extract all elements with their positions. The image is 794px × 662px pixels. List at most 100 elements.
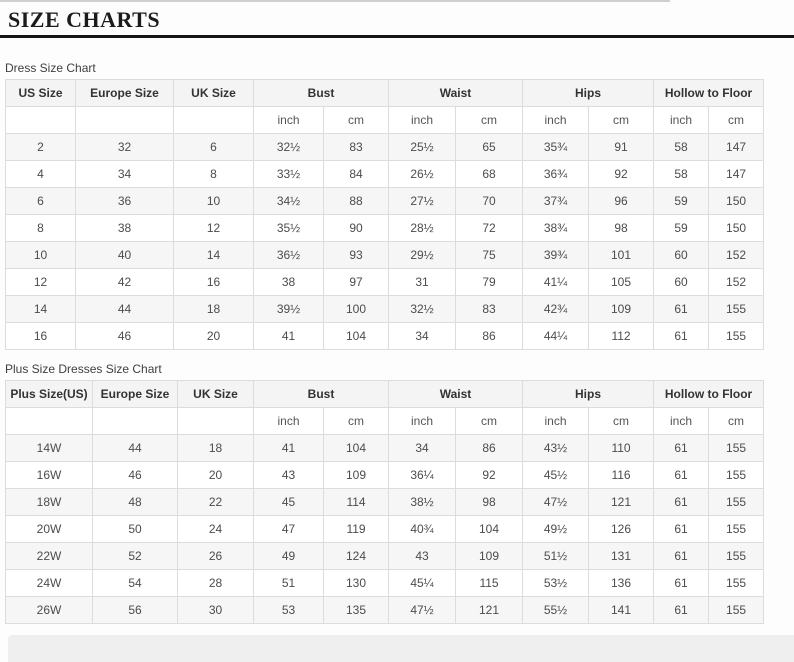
size-cell: 61: [653, 434, 710, 462]
empty-header-cell: [5, 407, 93, 435]
size-cell: 29½: [388, 241, 457, 269]
size-cell: 60: [653, 268, 710, 296]
size-cell: 43: [253, 461, 324, 489]
size-cell: 61: [653, 461, 710, 489]
bottom-panel: [8, 635, 794, 662]
size-cell: 52: [92, 542, 178, 570]
size-cell: 98: [588, 214, 655, 242]
size-cell: 35½: [253, 214, 324, 242]
size-cell: 28: [177, 569, 254, 597]
size-cell: 43: [388, 542, 457, 570]
size-cell: 141: [588, 596, 655, 624]
size-cell: 150: [708, 214, 765, 242]
size-cell: 24W: [5, 569, 93, 597]
empty-header-cell: [5, 106, 76, 134]
size-cell: 124: [322, 542, 390, 570]
size-cell: 43½: [522, 434, 590, 462]
table-row: 8 38 12 35½ 90 28½ 72 38¾ 98 59 150: [5, 214, 765, 242]
size-cell: 100: [322, 295, 390, 323]
table-row: 10 40 14 36½ 93 29½ 75 39¾ 101 60 152: [5, 241, 765, 269]
column-header: Europe Size: [92, 380, 178, 408]
table-row: 20W 50 24 47 119 40¾ 104 49½ 126 61 155: [5, 515, 765, 543]
size-cell: 41: [253, 434, 324, 462]
size-cell: 2: [5, 133, 76, 161]
size-cell: 79: [455, 268, 524, 296]
size-cell: 110: [588, 434, 655, 462]
size-cell: 68: [455, 160, 524, 188]
size-cell: 92: [588, 160, 655, 188]
unit-header: inch: [653, 106, 710, 134]
size-cell: 42¾: [522, 295, 590, 323]
unit-header: inch: [522, 407, 590, 435]
size-cell: 105: [588, 268, 655, 296]
column-header: Europe Size: [75, 79, 174, 107]
size-cell: 59: [653, 187, 710, 215]
title-underline: [0, 35, 794, 38]
size-cell: 54: [92, 569, 178, 597]
size-cell: 56: [92, 596, 178, 624]
size-cell: 61: [653, 322, 710, 350]
size-cell: 40¾: [388, 515, 457, 543]
size-cell: 32½: [253, 133, 324, 161]
size-cell: 42: [75, 268, 174, 296]
size-cell: 24: [177, 515, 254, 543]
size-cell: 30: [177, 596, 254, 624]
size-cell: 36½: [253, 241, 324, 269]
size-cell: 14: [5, 295, 76, 323]
size-cell: 34½: [253, 187, 324, 215]
size-cell: 135: [322, 596, 390, 624]
size-cell: 84: [322, 160, 390, 188]
size-cell: 38: [75, 214, 174, 242]
size-cell: 136: [588, 569, 655, 597]
header-row: US Size Europe Size UK Size Bust Waist Hips Ho…: [5, 79, 765, 107]
size-cell: 98: [455, 488, 524, 516]
unit-header: cm: [708, 106, 765, 134]
size-cell: 45½: [522, 461, 590, 489]
size-cell: 88: [322, 187, 390, 215]
size-cell: 31: [388, 268, 457, 296]
size-cell: 47: [253, 515, 324, 543]
size-cell: 126: [588, 515, 655, 543]
size-cell: 44¼: [522, 322, 590, 350]
size-cell: 155: [708, 295, 765, 323]
size-cell: 44: [75, 295, 174, 323]
size-cell: 38¾: [522, 214, 590, 242]
size-cell: 91: [588, 133, 655, 161]
size-cell: 41¼: [522, 268, 590, 296]
unit-header: inch: [388, 407, 457, 435]
column-header: Plus Size(US): [5, 380, 93, 408]
size-cell: 61: [653, 295, 710, 323]
size-cell: 155: [708, 461, 765, 489]
size-cell: 114: [322, 488, 390, 516]
dress-size-chart-label: Dress Size Chart: [5, 61, 96, 75]
size-cell: 16: [173, 268, 254, 296]
empty-header-cell: [173, 106, 254, 134]
size-cell: 22W: [5, 542, 93, 570]
size-cell: 61: [653, 596, 710, 624]
size-cell: 75: [455, 241, 524, 269]
size-cell: 39½: [253, 295, 324, 323]
dress-size-table: US Size Europe Size UK Size Bust Waist Hips Ho…: [5, 79, 765, 350]
size-cell: 104: [322, 322, 390, 350]
size-cell: 119: [322, 515, 390, 543]
size-cell: 116: [588, 461, 655, 489]
size-cell: 109: [455, 542, 524, 570]
size-cell: 26W: [5, 596, 93, 624]
size-cell: 155: [708, 596, 765, 624]
dress-size-section: Dress Size Chart US Size Europe Size UK Si…: [0, 61, 794, 350]
size-cell: 10: [5, 241, 76, 269]
size-cell: 121: [455, 596, 524, 624]
size-cell: 49: [253, 542, 324, 570]
size-cell: 12: [5, 268, 76, 296]
size-cell: 90: [322, 214, 390, 242]
size-cell: 41: [253, 322, 324, 350]
size-cell: 34: [75, 160, 174, 188]
size-cell: 96: [588, 187, 655, 215]
unit-header: inch: [653, 407, 710, 435]
size-cell: 92: [455, 461, 524, 489]
size-cell: 101: [588, 241, 655, 269]
size-cell: 38½: [388, 488, 457, 516]
table-row: 24W 54 28 51 130 45¼ 115 53½ 136 61 155: [5, 569, 765, 597]
size-cell: 155: [708, 515, 765, 543]
size-cell: 83: [455, 295, 524, 323]
